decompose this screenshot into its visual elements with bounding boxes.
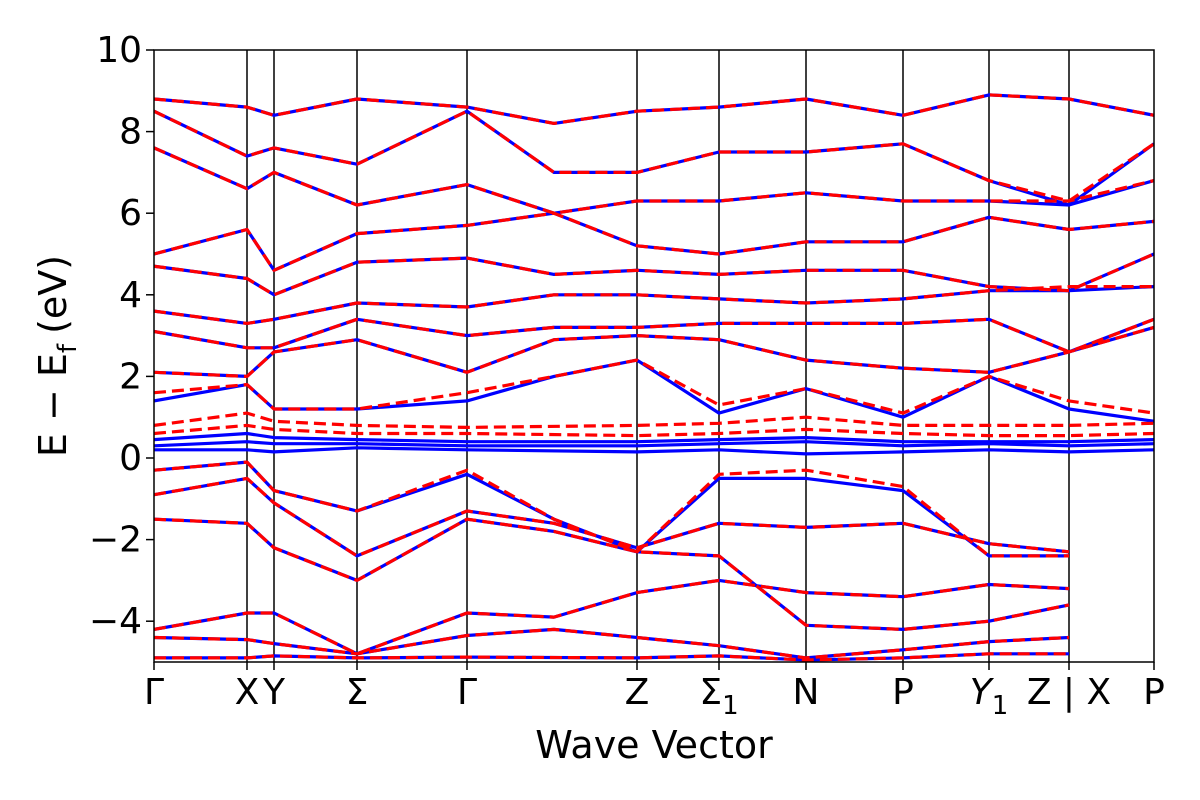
k-point-label: Σ [346,672,369,713]
band-line [154,446,1154,456]
k-point-label: Z [625,672,650,713]
band-line [154,411,1154,429]
band-line [154,440,1154,448]
k-point-label: X [235,672,260,713]
band-line [154,517,1070,631]
k-point-separators [246,50,1070,662]
band-line [154,252,1154,297]
y-axis-label: E − Ef(eV) [31,255,83,457]
band-line [154,285,1154,325]
y-axis-ticks: −4 −2 0 2 4 6 8 10 [89,30,154,642]
band-line [154,652,1069,662]
band-line [154,109,1154,207]
band-line [154,146,1154,215]
band-line [154,627,1070,660]
k-point-label: P [1143,672,1165,713]
y-tick-label: 10 [96,30,142,71]
band-line [154,517,1070,631]
band-line [154,423,1154,438]
band-line [154,358,1154,415]
k-point-label: Z | X [1027,672,1111,713]
band-line [154,109,1154,203]
y-tick-label: 8 [119,112,142,153]
band-line [154,211,1154,272]
band-line [154,317,1154,354]
band-line [154,431,1154,444]
y-tick-label: −2 [89,520,142,561]
band-line [154,578,1070,656]
k-point-label: N [793,672,820,713]
x-axis-label: Wave Vector [535,723,773,767]
k-point-label: Γ [457,672,477,713]
band-lines [154,93,1154,662]
band-line [154,211,1154,272]
plot-frame [153,49,1155,663]
band-line [154,460,1069,558]
y-tick-label: −4 [89,601,142,642]
y-tick-label: 2 [119,356,142,397]
y-tick-label: 4 [119,275,142,316]
band-line [154,93,1154,125]
k-point-label: P [892,672,914,713]
k-point-label: Y [262,672,286,713]
band-line [154,325,1154,378]
k-point-label: Y1 [970,672,1009,721]
k-point-label: Σ1 [699,672,738,721]
y-tick-label: 6 [119,193,142,234]
band-line [154,285,1154,325]
k-point-label: Γ [144,672,164,713]
y-tick-label: 0 [119,438,142,479]
band-line [154,146,1154,215]
x-axis-ticks: Γ X Y Σ Γ Z Σ1 N P Y1 Z | X P [144,662,1165,721]
